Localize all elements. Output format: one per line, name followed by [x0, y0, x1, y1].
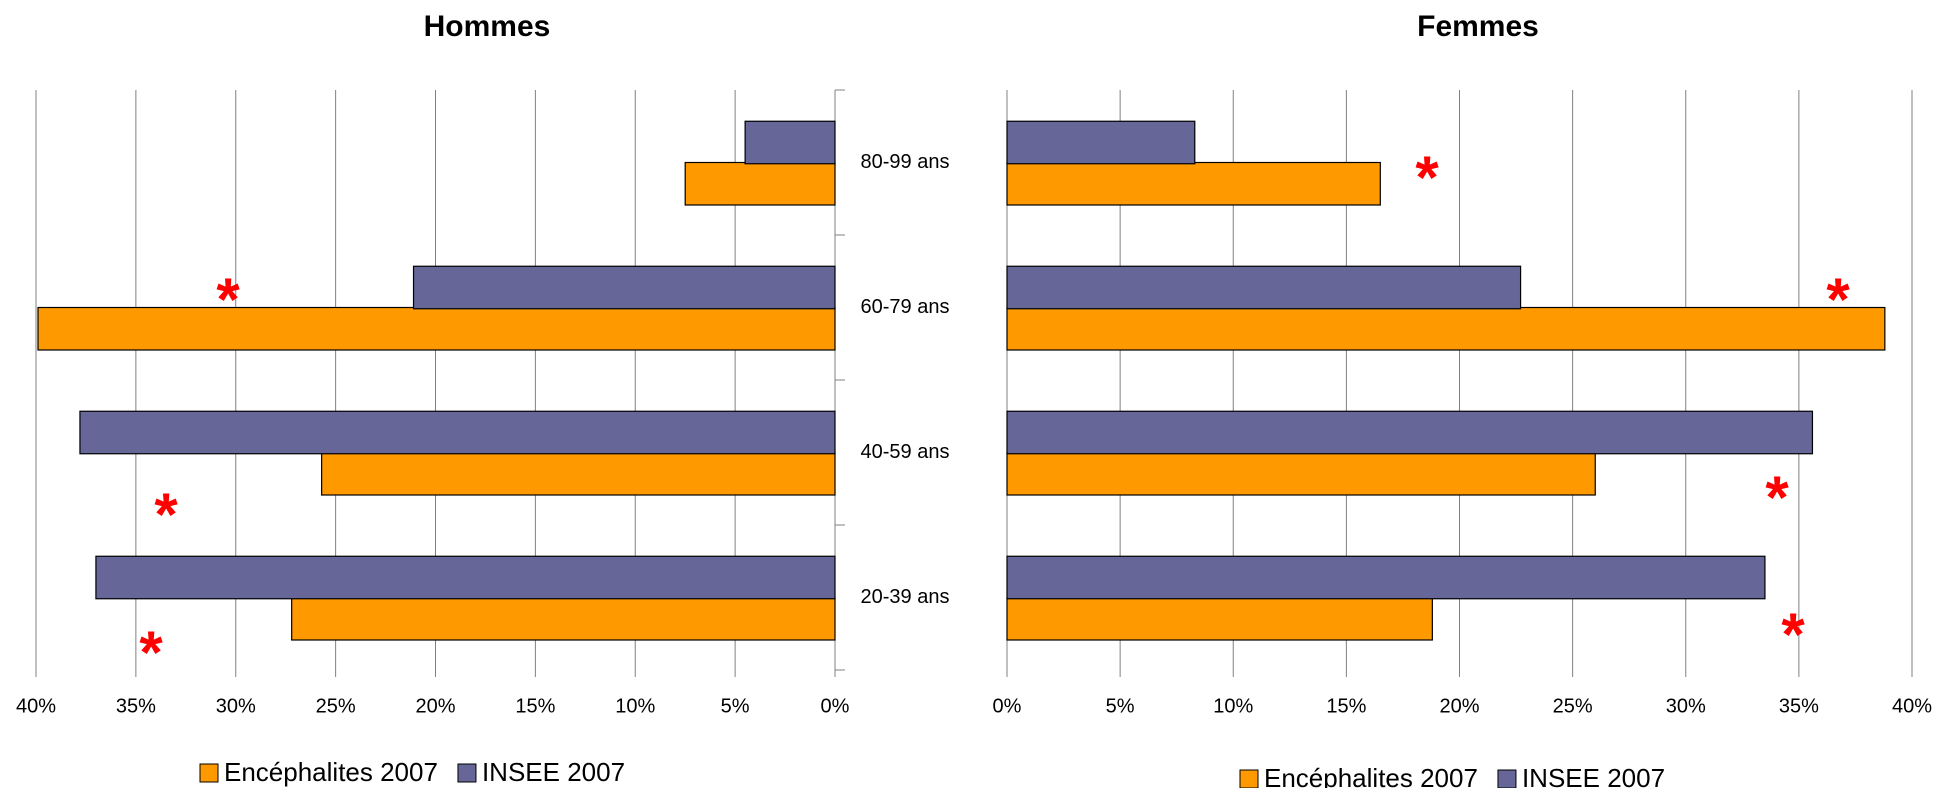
x-tick-label: 25% — [1553, 695, 1593, 717]
annotation: * — [1781, 601, 1805, 668]
x-tick-label: 5% — [1106, 695, 1135, 717]
x-tick-label: 30% — [1666, 695, 1706, 717]
bar — [1006, 555, 1766, 600]
x-tick-label: 35% — [1779, 695, 1819, 717]
legend-label: Encéphalites 2007 — [224, 757, 438, 787]
legend-label: INSEE 2007 — [482, 757, 625, 787]
legend-swatch — [199, 763, 219, 783]
bar — [1006, 120, 1196, 165]
x-tick-label: 20% — [1439, 695, 1479, 717]
chart-title: Hommes — [424, 10, 551, 43]
x-tick-label: 10% — [1213, 695, 1253, 717]
x-tick-label: 35% — [116, 695, 156, 717]
legend-label: INSEE 2007 — [1522, 763, 1665, 788]
annotation: * — [1765, 464, 1789, 531]
legend-label: Encéphalites 2007 — [1264, 763, 1478, 788]
bar — [1006, 596, 1433, 641]
x-tick-label: 40% — [1892, 695, 1932, 717]
annotation: * — [154, 481, 178, 548]
x-tick-label: 15% — [1326, 695, 1366, 717]
x-tick-label: 10% — [615, 695, 655, 717]
bar — [1006, 306, 1886, 351]
x-tick-label: 25% — [316, 695, 356, 717]
annotation: * — [1415, 144, 1439, 211]
legend-swatch — [457, 763, 477, 783]
legend-swatch — [1497, 769, 1517, 788]
x-tick-label: 0% — [993, 695, 1022, 717]
bar — [744, 120, 836, 165]
bar — [291, 596, 836, 641]
x-tick-label: 20% — [415, 695, 455, 717]
bar — [1006, 410, 1814, 455]
category-label: 60-79 ans — [861, 296, 950, 318]
annotation: * — [216, 266, 240, 333]
bar — [1006, 451, 1596, 496]
bar — [684, 161, 836, 206]
x-tick-label: 40% — [16, 695, 56, 717]
category-label: 40-59 ans — [861, 441, 950, 463]
bar — [412, 265, 836, 310]
chart-title: Femmes — [1417, 10, 1539, 43]
category-label: 80-99 ans — [861, 151, 950, 173]
annotation: * — [1826, 266, 1850, 333]
category-label: 20-39 ans — [861, 586, 950, 608]
bar — [1006, 161, 1381, 206]
annotation: * — [139, 619, 163, 686]
x-tick-label: 30% — [216, 695, 256, 717]
x-tick-label: 0% — [821, 695, 850, 717]
bar — [1006, 265, 1522, 310]
bar — [79, 410, 836, 455]
bar — [321, 451, 836, 496]
x-tick-label: 15% — [515, 695, 555, 717]
x-tick-label: 5% — [721, 695, 750, 717]
bar — [95, 555, 836, 600]
bar — [37, 306, 836, 351]
legend-swatch — [1239, 769, 1259, 788]
